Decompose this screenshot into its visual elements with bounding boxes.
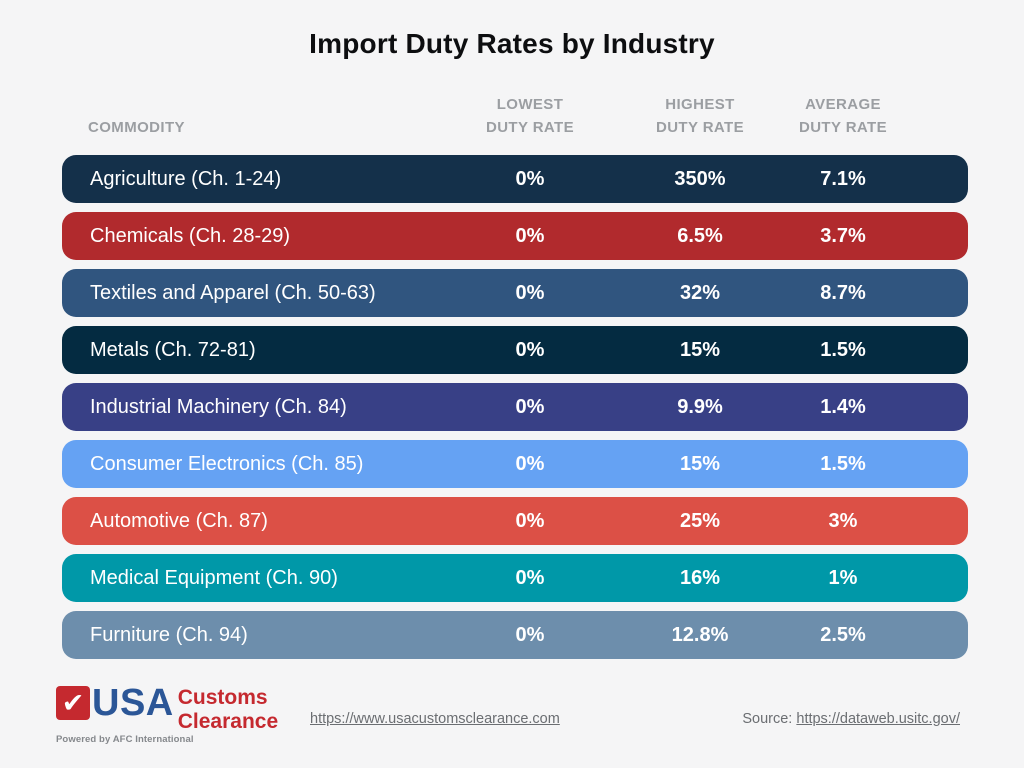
source-link[interactable]: https://dataweb.usitc.gov/	[796, 711, 960, 727]
logo-customs-text: Customs	[177, 686, 268, 709]
duty-rate-table: COMMODITY LOWEST DUTY RATE HIGHEST DUTY …	[62, 93, 968, 668]
average-duty-value: 8.7%	[820, 281, 866, 304]
highest-duty-value: 12.8%	[671, 623, 729, 646]
table-row: Agriculture (Ch. 1-24) 0% 350% 7.1%	[62, 155, 968, 203]
column-header-lowest-duty-rate: LOWEST DUTY RATE	[485, 96, 575, 136]
table-row: Chemicals (Ch. 28-29) 0% 6.5% 3.7%	[62, 212, 968, 260]
table-header-row: COMMODITY LOWEST DUTY RATE HIGHEST DUTY …	[62, 93, 968, 139]
average-duty-value: 7.1%	[820, 167, 866, 190]
highest-duty-value: 16%	[679, 566, 721, 589]
average-duty-value: 1%	[828, 566, 858, 589]
column-header-highest-duty-rate: HIGHEST DUTY RATE	[655, 96, 745, 136]
usacustomsclearance-link[interactable]: https://www.usacustomsclearance.com	[310, 711, 560, 727]
average-duty-value: 1.5%	[820, 338, 866, 361]
highest-duty-value: 32%	[679, 281, 721, 304]
highest-duty-value: 350%	[674, 167, 726, 190]
lowest-duty-value: 0%	[515, 167, 545, 190]
average-duty-value: 1.4%	[820, 395, 866, 418]
average-duty-value: 2.5%	[820, 623, 866, 646]
table-row: Industrial Machinery (Ch. 84) 0% 9.9% 1.…	[62, 383, 968, 431]
column-header-average-duty-rate: AVERAGE DUTY RATE	[798, 96, 888, 136]
commodity-label: Chemicals (Ch. 28-29)	[90, 224, 291, 247]
highest-duty-value: 6.5%	[677, 224, 723, 247]
source-attribution: Source: https://dataweb.usitc.gov/	[742, 711, 960, 727]
table-row: Automotive (Ch. 87) 0% 25% 3%	[62, 497, 968, 545]
lowest-duty-value: 0%	[515, 281, 545, 304]
column-header-commodity: COMMODITY	[88, 118, 185, 136]
lowest-duty-value: 0%	[515, 566, 545, 589]
page-title: Import Duty Rates by Industry	[309, 28, 715, 59]
commodity-label: Agriculture (Ch. 1-24)	[90, 167, 282, 190]
lowest-duty-value: 0%	[515, 338, 545, 361]
lowest-duty-value: 0%	[515, 452, 545, 475]
commodity-label: Furniture (Ch. 94)	[90, 623, 248, 646]
commodity-label: Textiles and Apparel (Ch. 50-63)	[90, 281, 376, 304]
logo-clearance-text: Clearance	[177, 709, 279, 733]
table-row: Medical Equipment (Ch. 90) 0% 16% 1%	[62, 554, 968, 602]
lowest-duty-value: 0%	[515, 509, 545, 532]
logo-usa-text: USA	[92, 682, 174, 724]
commodity-label: Medical Equipment (Ch. 90)	[90, 566, 338, 589]
average-duty-value: 3%	[828, 509, 858, 532]
commodity-label: Industrial Machinery (Ch. 84)	[90, 395, 347, 418]
usa-customs-clearance-logo: ✔ USA Customs Clearance Powered by AFC I…	[56, 682, 279, 746]
table-row: Metals (Ch. 72-81) 0% 15% 1.5%	[62, 326, 968, 374]
source-label: Source:	[742, 711, 793, 727]
average-duty-value: 3.7%	[820, 224, 866, 247]
checkmark-icon: ✔	[56, 686, 90, 720]
highest-duty-value: 15%	[679, 338, 721, 361]
logo-powered-by-text: Powered by AFC International	[56, 734, 194, 746]
commodity-label: Consumer Electronics (Ch. 85)	[90, 452, 364, 475]
lowest-duty-value: 0%	[515, 623, 545, 646]
commodity-label: Metals (Ch. 72-81)	[90, 338, 256, 361]
lowest-duty-value: 0%	[515, 224, 545, 247]
table-row: Consumer Electronics (Ch. 85) 0% 15% 1.5…	[62, 440, 968, 488]
highest-duty-value: 25%	[679, 509, 721, 532]
average-duty-value: 1.5%	[820, 452, 866, 475]
commodity-label: Automotive (Ch. 87)	[90, 509, 268, 532]
table-row: Textiles and Apparel (Ch. 50-63) 0% 32% …	[62, 269, 968, 317]
highest-duty-value: 9.9%	[677, 395, 723, 418]
lowest-duty-value: 0%	[515, 395, 545, 418]
table-row: Furniture (Ch. 94) 0% 12.8% 2.5%	[62, 611, 968, 659]
highest-duty-value: 15%	[679, 452, 721, 475]
